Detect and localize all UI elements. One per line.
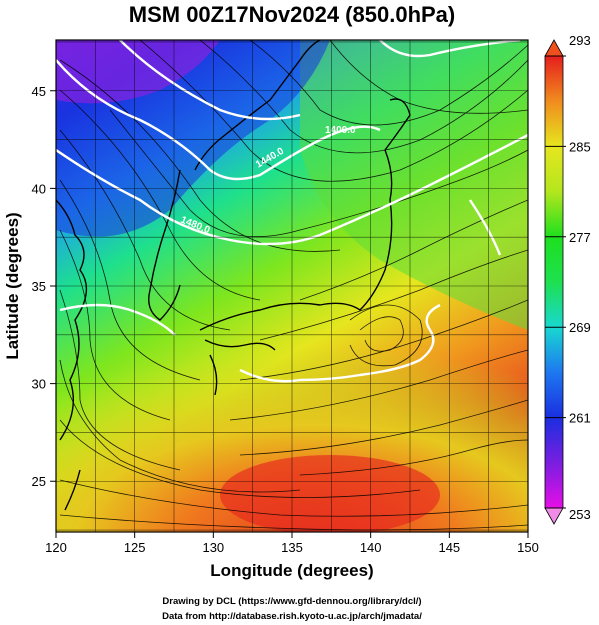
temperature-field-warm-core [220,455,440,532]
contour-label: 1400.0 [325,125,356,136]
x-axis: 120 125 130 135 140 145 150 [45,532,539,555]
colorbar-tick-label: 269 [569,320,591,335]
colorbar: 253 261 269 277 285 293 [544,33,591,525]
colorbar-tick-label: 293 [569,33,591,48]
colorbar-tick-label: 253 [569,507,591,522]
plot-area: 1480.0 1400.0 1440.0 [56,40,528,532]
x-tick-label: 120 [45,540,67,555]
y-tick-label: 40 [32,181,46,196]
credit-drawing: Drawing by DCL (https://www.gfd-dennou.o… [162,596,421,607]
colorbar-tick-label: 261 [569,411,591,426]
y-axis-title: Latitude (degrees) [3,212,22,359]
x-tick-label: 135 [281,540,303,555]
y-tick-label: 45 [32,84,46,99]
wind-streamlines [59,40,528,531]
y-tick-label: 25 [32,474,46,489]
credit-data: Data from http://database.rish.kyoto-u.a… [162,611,422,622]
x-tick-label: 140 [360,540,382,555]
temperature-field-northwest-violet [56,40,220,104]
colorbar-top-triangle [544,39,564,57]
colorbar-tick-label: 277 [569,230,591,245]
colorbar-body [544,55,564,509]
height-contours [56,40,528,383]
y-tick-label: 35 [32,279,46,294]
colorbar-tick-label: 285 [569,139,591,154]
x-tick-label: 125 [124,540,146,555]
colorbar-bottom-triangle [544,507,564,525]
y-tick-label: 30 [32,377,46,392]
map-title: MSM 00Z17Nov2024 (850.0hPa) [129,2,456,27]
x-tick-label: 130 [202,540,224,555]
y-axis: 25 30 35 40 45 [32,84,56,489]
coastlines [56,40,411,511]
graticule-grid [56,40,528,532]
x-tick-label: 145 [438,540,460,555]
temperature-field-east [300,40,528,330]
x-tick-label: 150 [517,540,539,555]
x-axis-title: Longitude (degrees) [210,561,373,580]
colorbar-ticks: 253 261 269 277 285 293 [545,33,591,522]
